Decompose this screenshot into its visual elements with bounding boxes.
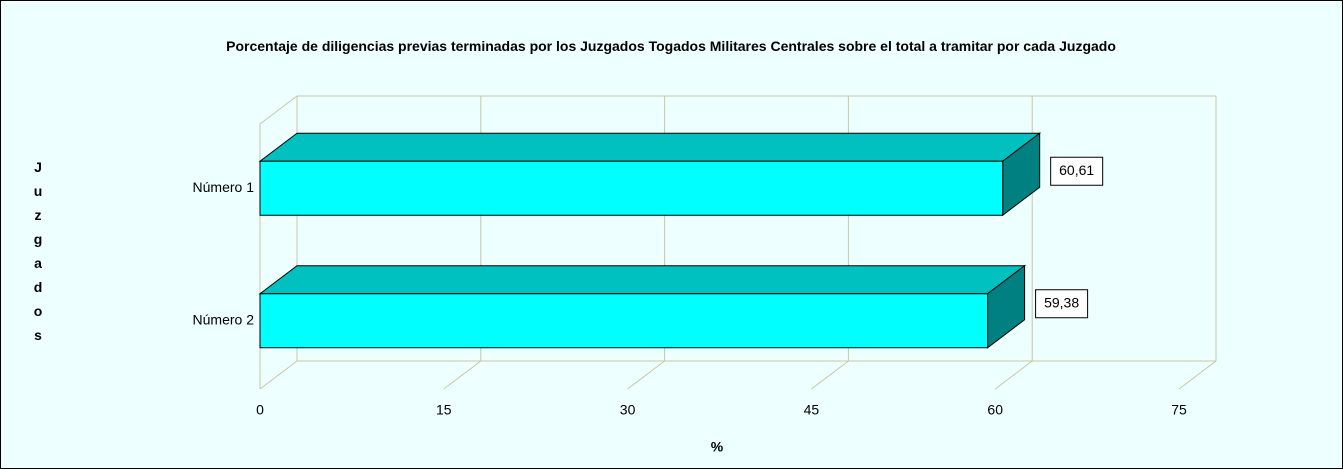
x-tick-label: 30: [620, 402, 636, 418]
grid-line: [994, 360, 1033, 390]
bar-front: [259, 160, 1004, 216]
bar: [258, 264, 1027, 349]
x-tick-label: 45: [804, 402, 820, 418]
y-tick-label: Número 2: [193, 311, 255, 327]
y-tick-label: Número 1: [193, 179, 255, 195]
value-label-box: [1050, 156, 1104, 186]
bar-top: [258, 132, 1042, 162]
value-label: 60,61: [1059, 162, 1094, 178]
bar-top: [258, 265, 1027, 295]
value-label: 59,38: [1044, 294, 1079, 310]
x-tick-label: 0: [256, 402, 264, 418]
x-tick-label: 15: [436, 402, 452, 418]
grid-line: [1178, 360, 1217, 390]
x-tick-label: 60: [987, 402, 1003, 418]
value-label-box: [1035, 289, 1089, 319]
x-axis-label: %: [711, 439, 724, 455]
y-axis-label: Juzgados: [33, 159, 43, 343]
chart-title: Porcentaje de diligencias previas termin…: [226, 38, 1116, 54]
wall-edge: [259, 95, 298, 125]
grid-line: [811, 360, 849, 390]
x-tick-label: 75: [1171, 402, 1187, 418]
grid-line: [627, 360, 665, 390]
bar-front: [259, 293, 989, 349]
bar: [258, 132, 1042, 217]
grid-line: [443, 360, 482, 390]
grid-line: [259, 360, 298, 390]
